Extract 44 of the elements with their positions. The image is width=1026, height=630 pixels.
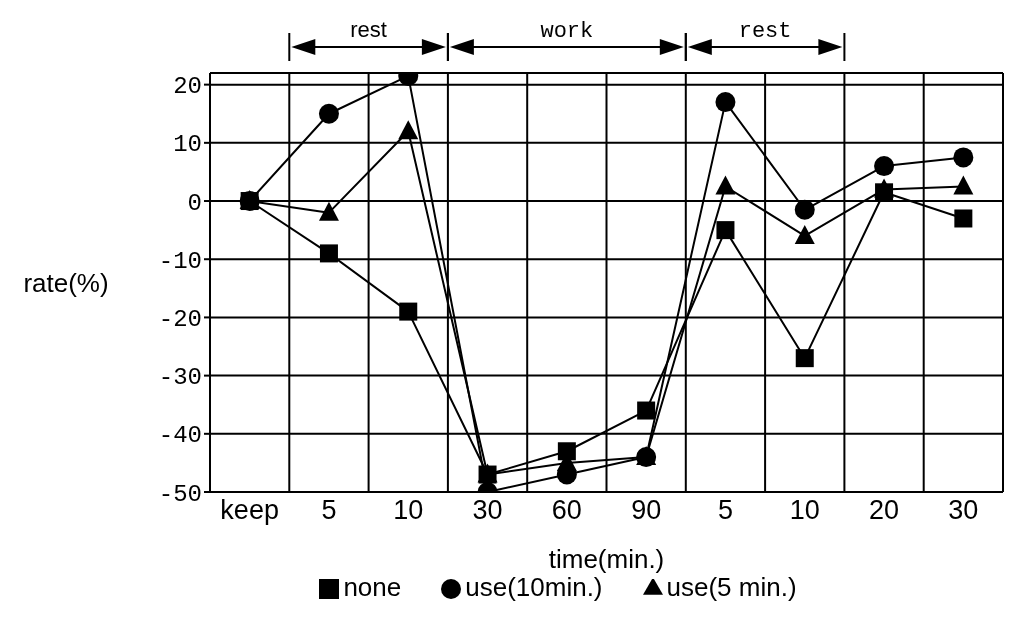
point	[715, 175, 736, 195]
point	[319, 244, 338, 263]
x-tick-label: 30	[472, 495, 503, 526]
x-tick-label: 60	[551, 495, 582, 526]
y-tick-label: -20	[158, 305, 202, 333]
point	[953, 175, 974, 195]
x-tick-label: 10	[393, 495, 424, 526]
y-tick-label: 10	[173, 131, 202, 159]
x-tick-label: 10	[789, 495, 820, 526]
x-tick-label: 90	[631, 495, 662, 526]
x-tick-label: 5	[717, 495, 733, 526]
point	[953, 147, 974, 168]
text: rest	[350, 17, 387, 42]
point	[875, 183, 894, 202]
x-tick-label: 30	[948, 495, 979, 526]
point	[795, 349, 814, 368]
legend-label: use(5 min.)	[666, 572, 797, 602]
point	[716, 221, 735, 240]
point	[794, 199, 815, 220]
point	[874, 156, 895, 177]
point	[637, 401, 656, 420]
y-tick-label: 20	[173, 73, 202, 101]
legend-label: use(10min.)	[465, 572, 603, 602]
x-tick-label: 20	[869, 495, 900, 526]
y-tick-label: 0	[187, 189, 202, 217]
y-tick-label: -10	[158, 247, 202, 275]
point	[318, 201, 339, 221]
x-tick-label: keep	[220, 495, 279, 526]
y-tick-label: -30	[158, 364, 202, 392]
point	[794, 224, 815, 244]
y-axis-title: rate(%)	[23, 267, 109, 298]
legend-label: none	[343, 572, 402, 602]
point	[399, 302, 418, 321]
point	[557, 442, 576, 461]
point	[715, 92, 736, 113]
point	[318, 103, 339, 124]
point	[398, 120, 419, 140]
x-axis-title: time(min.)	[548, 544, 665, 574]
text: work	[540, 19, 594, 44]
y-tick-label: -50	[158, 480, 202, 508]
point	[954, 209, 973, 228]
x-tick-label: 5	[321, 495, 337, 526]
text: rest	[738, 19, 792, 44]
y-tick-label: -40	[158, 422, 202, 450]
